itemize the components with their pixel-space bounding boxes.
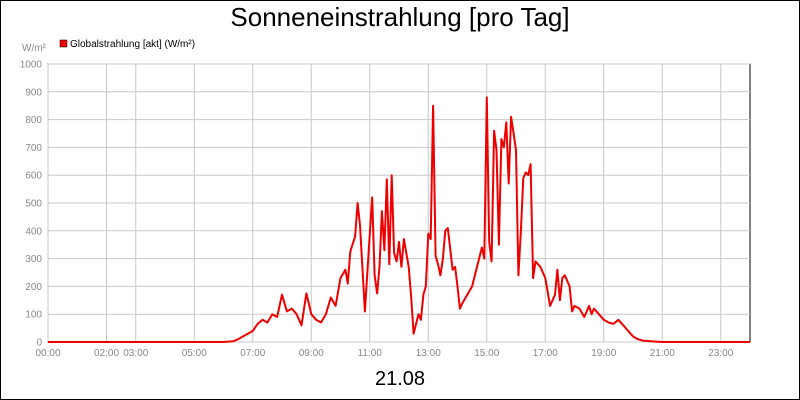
grid-lines [47, 63, 750, 343]
y-tick-label: 700 [25, 143, 42, 154]
y-tick-label: 600 [25, 171, 42, 182]
date-label: 21.08 [374, 368, 426, 390]
y-tick-label: 500 [25, 199, 42, 210]
x-tick-label: 05:00 [182, 348, 207, 359]
x-tick-label: 02:00 [94, 348, 119, 359]
x-tick-label: 23:00 [708, 348, 733, 359]
series-line-globalstrahlung [48, 96, 750, 343]
x-tick-label: 15:00 [474, 348, 499, 359]
y-axis-ticks: 0 100 200 300 400 500 600 700 800 900 1000 [20, 60, 43, 349]
x-tick-label: 07:00 [240, 348, 265, 359]
x-tick-label: 03:00 [123, 348, 148, 359]
y-tick-label: 400 [25, 226, 42, 237]
legend-swatch [59, 39, 68, 48]
legend-label: Globalstrahlung [akt] (W/m²) [70, 39, 195, 50]
x-tick-label: 19:00 [591, 348, 616, 359]
y-tick-label: 300 [25, 254, 42, 265]
y-axis-unit: W/m² [22, 43, 47, 54]
x-tick-label: 17:00 [533, 348, 558, 359]
x-tick-label: 09:00 [299, 348, 324, 359]
x-tick-label: 11:00 [358, 348, 383, 359]
y-tick-label: 800 [25, 115, 42, 126]
y-tick-label: 900 [25, 87, 42, 98]
x-axis-ticks: 00:00 02:00 03:00 05:00 07:00 09:00 11:00 13:00… [35, 348, 733, 359]
x-tick-label: 00:00 [35, 348, 60, 359]
y-tick-label: 200 [25, 282, 42, 293]
chart-title: Sonneneinstrahlung [pro Tag] [230, 2, 570, 32]
y-tick-label: 0 [36, 338, 42, 349]
x-tick-label: 13:00 [416, 348, 441, 359]
y-tick-label: 100 [25, 310, 42, 321]
x-tick-label: 21:00 [650, 348, 675, 359]
y-tick-label: 1000 [20, 60, 43, 71]
